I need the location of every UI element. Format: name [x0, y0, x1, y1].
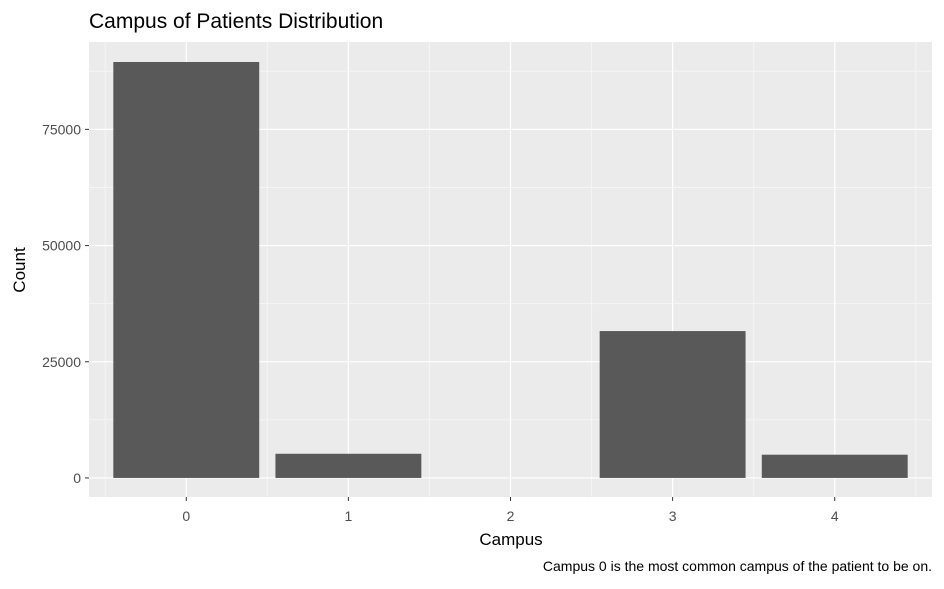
x-tick-label: 3	[669, 508, 677, 524]
chart-title: Campus of Patients Distribution	[89, 10, 383, 33]
bar-campus-3	[599, 331, 746, 478]
x-tick-label: 4	[831, 508, 839, 524]
chart-caption: Campus 0 is the most common campus of th…	[543, 558, 932, 574]
bar-campus-1	[275, 453, 422, 478]
y-tick-label: 50000	[42, 238, 81, 254]
bars-group	[113, 61, 908, 478]
x-axis-title: Campus	[479, 530, 542, 549]
y-axis-title: Count	[10, 247, 29, 293]
x-tick-label: 0	[182, 508, 190, 524]
y-axis: 0 25000 50000 75000	[42, 121, 89, 486]
x-tick-label: 2	[507, 508, 515, 524]
bar-campus-4	[761, 454, 908, 478]
y-tick-label: 25000	[42, 354, 81, 370]
bar-campus-0	[113, 61, 260, 478]
x-tick-label: 1	[344, 508, 352, 524]
y-tick-label: 0	[73, 470, 81, 486]
y-tick-label: 75000	[42, 121, 81, 137]
x-axis: 0 1 2 3 4	[182, 497, 839, 524]
